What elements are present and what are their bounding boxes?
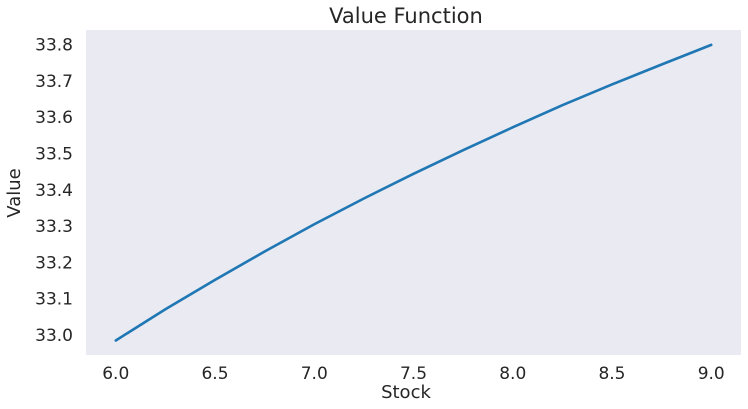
y-tick-label: 33.6 [35, 108, 73, 128]
y-axis-label: Value [4, 168, 25, 217]
x-tick-label: 6.0 [102, 364, 129, 384]
y-tick-label: 33.4 [35, 181, 73, 201]
x-tick-label: 7.5 [400, 364, 427, 384]
series-line [114, 43, 713, 342]
y-tick-label: 33.3 [35, 217, 73, 237]
y-tick-label: 33.5 [35, 144, 73, 164]
y-axis-ticks: 33.0 33.1 33.2 33.3 33.4 33.5 33.6 33.7 33.8 [35, 36, 73, 347]
x-tick-label: 8.5 [598, 364, 625, 384]
x-tick-label: 9.0 [698, 364, 725, 384]
y-tick-label: 33.7 [35, 72, 73, 92]
y-tick-label: 33.0 [35, 326, 73, 346]
y-tick-label: 33.8 [35, 36, 73, 56]
x-axis-label: Stock [381, 382, 431, 403]
chart-title: Value Function [329, 4, 483, 28]
series-layer [114, 43, 713, 342]
x-tick-label: 6.5 [201, 364, 228, 384]
y-tick-label: 33.1 [35, 290, 73, 310]
x-tick-label: 8.0 [499, 364, 526, 384]
y-tick-label: 33.2 [35, 253, 73, 273]
plot-area-background [86, 30, 741, 355]
x-axis-ticks: 6.0 6.5 7.0 7.5 8.0 8.5 9.0 [102, 364, 725, 384]
x-tick-label: 7.0 [301, 364, 328, 384]
